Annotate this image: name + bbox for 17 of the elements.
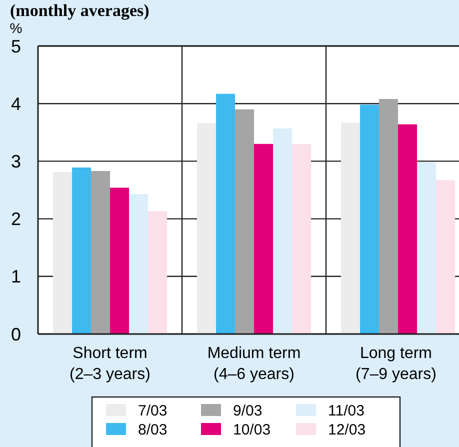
y-tick-label: 1 <box>10 266 22 287</box>
legend-label: 11/03 <box>328 402 364 420</box>
x-tick-label: Short term (2–3 years) <box>70 345 150 383</box>
x-tick-label: Medium term (4–6 years) <box>207 345 301 383</box>
legend-label: 10/03 <box>233 421 271 438</box>
legend-label: 7/03 <box>138 402 168 420</box>
y-tick-label: 0 <box>10 324 22 344</box>
y-tick-label: 4 <box>10 94 22 114</box>
legend-label: 12/03 <box>328 421 366 438</box>
y-tick-label: 2 <box>10 209 22 230</box>
y-tick-label: 3 <box>10 152 22 172</box>
x-tick-label: Long term (7–9 years) <box>356 345 436 383</box>
legend-label: 8/03 <box>138 421 168 438</box>
y-axis-title: % <box>10 20 22 36</box>
y-tick-label: 5 <box>10 36 22 56</box>
legend-label: 9/03 <box>233 402 262 420</box>
chart-title: (monthly averages) <box>10 1 150 20</box>
